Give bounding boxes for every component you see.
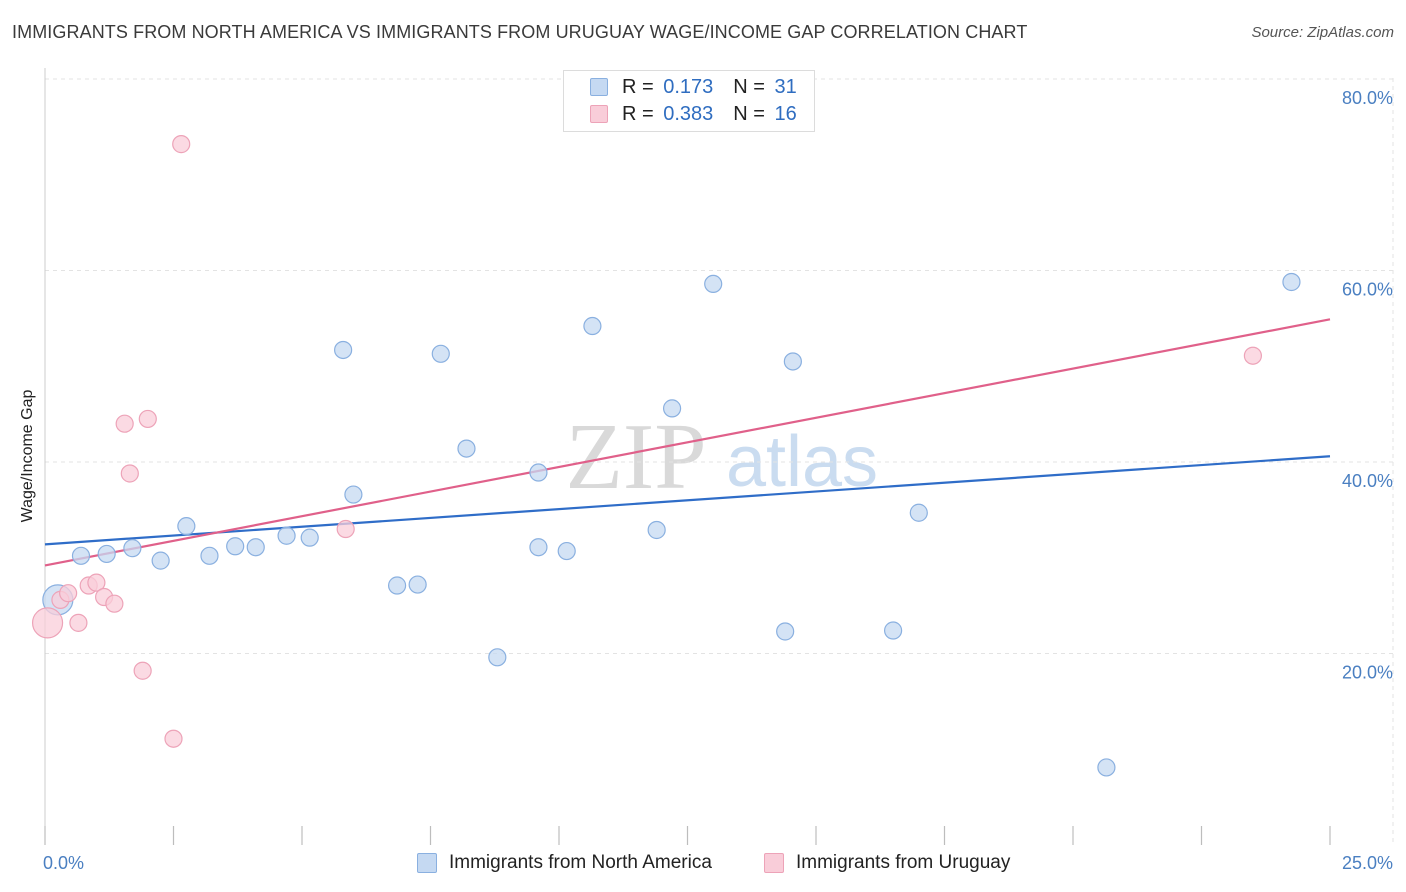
point-north-america [647,520,666,540]
point-north-america [704,274,723,294]
point-north-america [97,544,116,564]
data-points [31,135,1301,777]
point-north-america [1097,758,1116,777]
point-uruguay [138,409,157,429]
watermark-zip: ZIP [566,405,707,509]
stats-legend: R = 0.173 N = 31 R = 0.383 N = 16 [563,70,815,132]
point-uruguay [120,464,139,483]
y-tick-label: 20.0% [1342,663,1393,683]
point-uruguay [133,661,152,680]
y-tick-label: 60.0% [1342,280,1393,300]
point-north-america [1282,272,1301,292]
point-uruguay [1243,346,1263,365]
grid [45,78,1394,845]
point-north-america [277,526,296,545]
point-north-america [200,546,219,565]
point-north-america [344,485,363,504]
point-north-america [123,539,142,558]
x-tick-label: 25.0% [1342,853,1393,873]
legend-r-value: 0.383 [663,102,714,125]
legend-n-label: N = [733,75,765,98]
point-uruguay [59,584,78,603]
legend-r-value: 0.173 [663,75,714,98]
point-north-america [776,622,795,641]
point-north-america [177,517,196,536]
point-uruguay [172,135,191,154]
legend-label: Immigrants from North America [449,852,712,873]
point-uruguay [164,729,183,748]
point-north-america [300,528,319,547]
point-north-america [71,546,91,565]
point-north-america [408,575,427,594]
point-north-america [529,463,548,482]
legend-n-value: 16 [774,102,797,125]
point-north-america [387,576,407,595]
point-north-america [909,503,928,522]
legend-item-uruguay[interactable]: Immigrants from Uruguay [764,852,1010,874]
axes [44,68,1331,845]
legend-n-value: 31 [774,75,797,98]
point-north-america [662,399,682,418]
y-tick-label: 80.0% [1342,88,1393,108]
legend-swatch-pink [590,105,608,123]
watermark: ZIP atlas [566,405,879,509]
point-north-america [783,352,802,371]
point-uruguay [69,613,88,632]
point-north-america [246,538,265,557]
point-uruguay [31,607,64,639]
legend-swatch-pink [764,853,784,873]
trend-line-north-america [44,455,1331,546]
point-uruguay [115,414,134,433]
point-uruguay [105,594,124,613]
point-uruguay [87,573,106,592]
point-north-america [226,537,245,556]
point-north-america [883,621,903,640]
tick-labels: 20.0% 40.0% 60.0% 80.0% 0.0% 25.0% [43,88,1393,873]
point-north-america [457,439,476,458]
trend-line-uruguay [44,318,1331,567]
point-uruguay [336,519,355,539]
chart-title: IMMIGRANTS FROM NORTH AMERICA VS IMMIGRA… [12,22,1028,42]
point-north-america [583,316,602,336]
point-north-america [488,648,507,667]
legend-label: Immigrants from Uruguay [796,852,1011,873]
point-north-america [431,344,450,363]
source-label: Source: ZipAtlas.com [1251,24,1394,41]
legend-r-label: R = [622,75,654,98]
x-tick-label: 0.0% [43,853,84,873]
trend-lines [44,318,1331,567]
legend-n-label: N = [733,102,765,125]
series-legend: Immigrants from North America Immigrants… [0,852,1406,878]
point-north-america [557,541,576,561]
legend-row-uruguay: R = 0.383 N = 16 [590,101,797,127]
legend-swatch-blue [590,78,608,96]
y-tick-label: 40.0% [1342,471,1393,491]
point-north-america [151,551,170,570]
point-north-america [334,340,353,360]
point-north-america [529,538,548,557]
legend-item-north-america[interactable]: Immigrants from North America [417,852,712,874]
legend-row-north-america: R = 0.173 N = 31 [590,74,797,100]
legend-r-label: R = [622,102,654,125]
legend-swatch-blue [417,853,437,873]
